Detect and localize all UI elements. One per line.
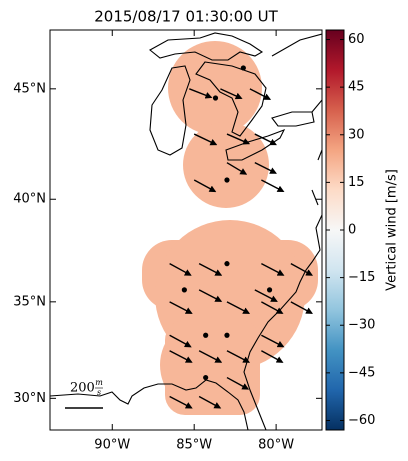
wind-arrow — [226, 133, 251, 145]
wind-arrow — [198, 395, 222, 409]
lake-michigan — [149, 65, 191, 156]
bay — [311, 149, 322, 206]
wind-arrow — [254, 289, 278, 302]
calm-point — [181, 287, 187, 293]
calm-point — [212, 95, 219, 101]
map-axes: 90°W 85°W 80°W 30°N 35°N 40°N 45°N — [13, 30, 322, 453]
colorbar-tick-label: 60 — [348, 32, 365, 47]
map-title: 2015/08/17 01:30:00 UT — [94, 8, 278, 26]
calm-point — [224, 177, 230, 183]
wind-arrow — [290, 301, 313, 314]
colorbar-tick-label: 0 — [348, 223, 356, 238]
y-tick-label: 35°N — [13, 294, 46, 309]
coastlines — [50, 32, 322, 430]
calm-point — [224, 332, 230, 338]
colorbar-tick-label: −45 — [348, 365, 375, 380]
calm-point — [240, 65, 246, 71]
gulf-coast — [50, 379, 249, 430]
calm-point — [203, 374, 209, 381]
wind-arrow — [169, 350, 193, 363]
wind-arrow — [169, 395, 193, 409]
colorbar-tick-label: 30 — [348, 127, 365, 142]
colorbar-tick-label: −30 — [348, 318, 375, 333]
lake-ontario — [271, 111, 315, 127]
colorbar: Vertical wind [m/s] −60 −45 −30 −15 0 15 30 45 6… — [325, 29, 400, 431]
scale-unit-denominator: s — [97, 388, 101, 397]
vertical-wind-field — [142, 41, 318, 415]
calm-point — [224, 261, 230, 267]
wind-vectors — [169, 65, 313, 409]
wind-arrow — [254, 133, 277, 146]
wind-arrow — [169, 263, 192, 276]
lake-superior — [149, 32, 264, 61]
wind-arrow — [290, 263, 313, 276]
scale-value: 200 — [70, 381, 95, 396]
lake-huron — [195, 61, 267, 137]
wind-arrow — [261, 179, 285, 193]
wind-arrow — [226, 350, 251, 363]
wind-arrow — [254, 162, 277, 174]
wind-arrow — [198, 263, 223, 276]
lake-erie — [225, 128, 286, 161]
scale-unit-numerator: m — [95, 378, 103, 387]
calm-point — [266, 287, 273, 293]
x-tick-label: 90°W — [94, 438, 130, 453]
y-tick-label: 40°N — [13, 192, 46, 207]
wind-arrow — [189, 88, 213, 99]
scale-key: 200 m s — [65, 378, 103, 409]
wind-arrow — [226, 301, 251, 314]
colorbar-tick-label: −15 — [348, 270, 375, 285]
wind-arrow — [226, 376, 250, 390]
wind-arrow — [261, 263, 285, 276]
wind-arrow — [169, 301, 193, 314]
wind-arrow — [261, 301, 284, 314]
colorbar-tick-label: −60 — [348, 413, 375, 428]
wind-arrow — [226, 162, 248, 175]
wind-arrow — [261, 350, 284, 363]
wind-arrow — [198, 350, 223, 363]
colorbar-tick-label: 15 — [348, 175, 365, 190]
wind-arrow — [169, 334, 192, 348]
colorbar-label: Vertical wind [m/s] — [385, 169, 400, 291]
wind-arrow — [193, 133, 218, 146]
y-tick-label: 30°N — [13, 391, 46, 406]
wind-arrow — [220, 88, 243, 100]
wind-arrow — [198, 289, 223, 302]
wind-arrow — [261, 334, 285, 348]
calm-point — [203, 332, 209, 338]
atlantic-coast — [243, 214, 322, 430]
y-tick-label: 45°N — [13, 81, 46, 96]
wind-arrow — [249, 88, 272, 100]
colorbar-tick-label: 45 — [348, 80, 365, 95]
wind-arrow — [193, 179, 217, 193]
x-tick-label: 80°W — [258, 438, 294, 453]
x-tick-label: 85°W — [176, 438, 212, 453]
st-lawrence — [271, 33, 322, 113]
map-frame — [49, 29, 323, 431]
